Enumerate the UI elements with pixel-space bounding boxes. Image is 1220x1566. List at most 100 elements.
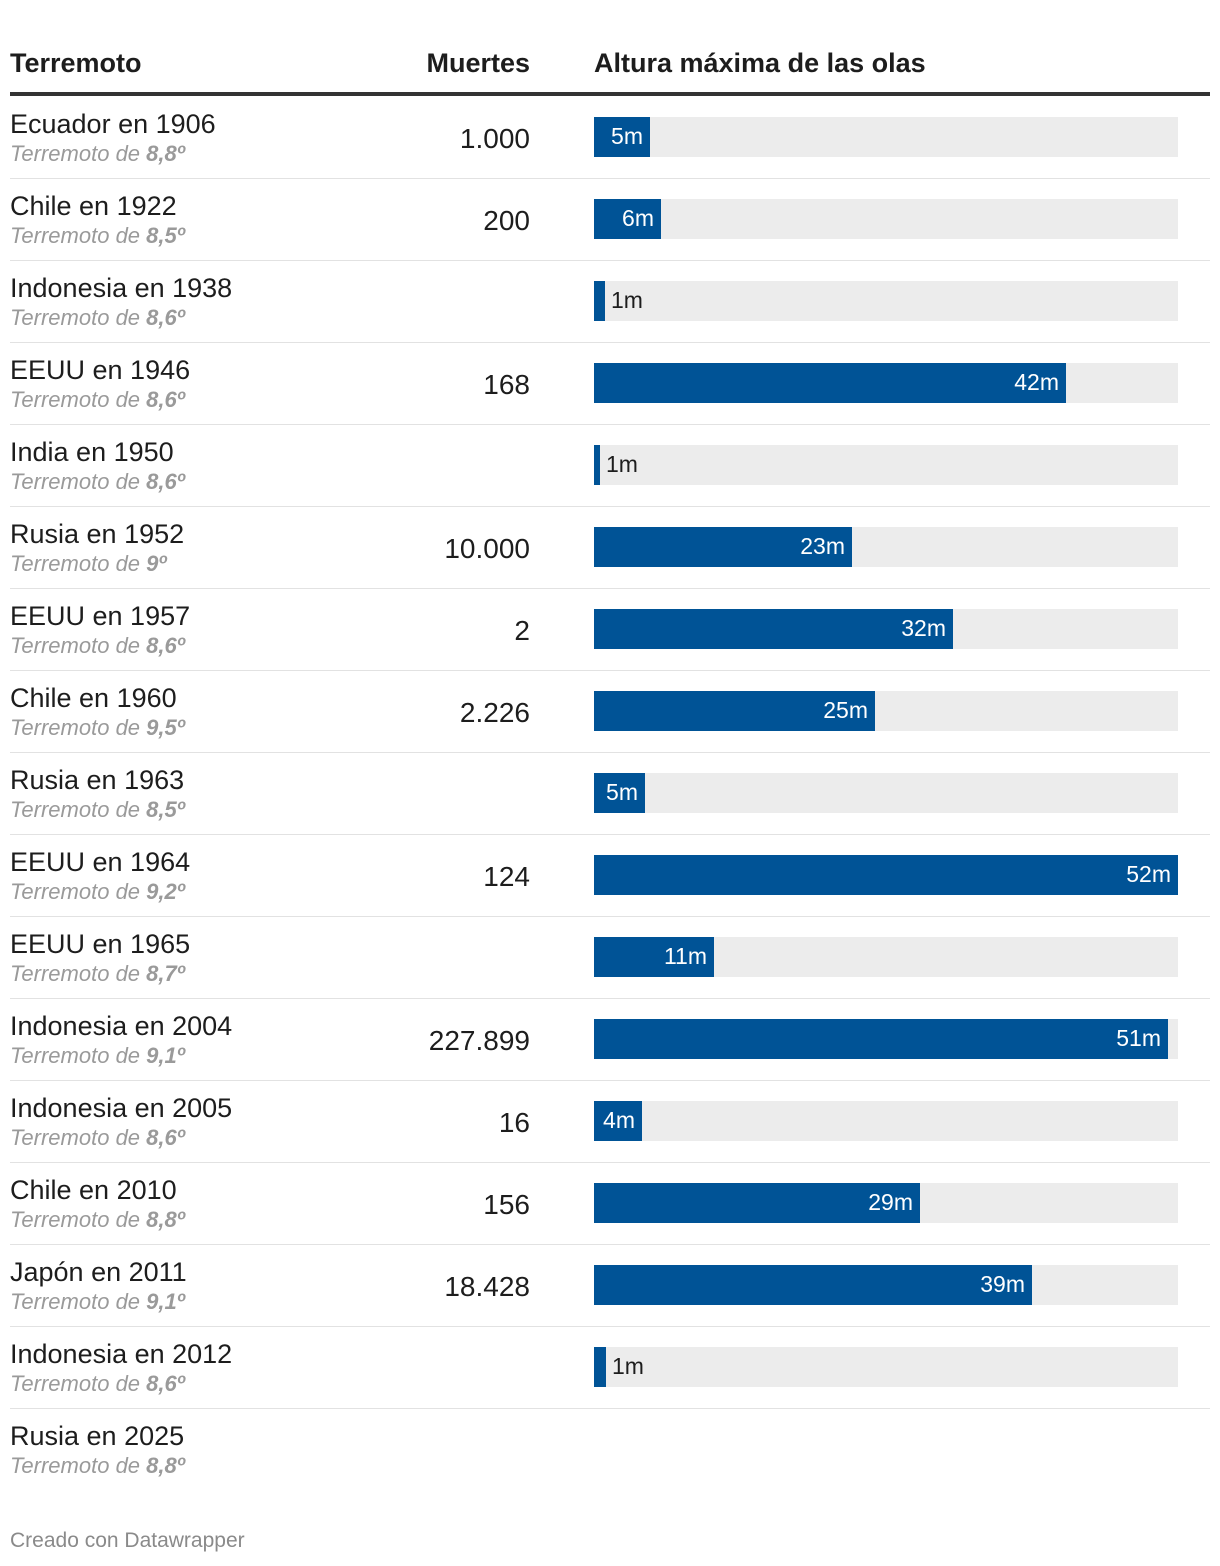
earthquake-name: Rusia en 1963 [10, 765, 185, 795]
earthquake-name: Rusia en 1952 [10, 519, 185, 549]
earthquake-magnitude: Terremoto de 9º [10, 551, 166, 577]
bar-track: 1m [594, 1347, 1178, 1387]
table-row: EEUU en 1965 Terremoto de 8,7º 11m [10, 917, 1210, 999]
deaths-value: 200 [483, 205, 530, 236]
deaths-value: 156 [483, 1189, 530, 1220]
bar-track: 52m [594, 855, 1178, 895]
earthquake-name: EEUU en 1964 [10, 847, 191, 877]
header-altura-olas[interactable]: Altura máxima de las olas [594, 48, 926, 78]
earthquake-name: Indonesia en 1938 [10, 273, 233, 303]
wave-label: 42m [1014, 369, 1059, 395]
earthquake-name: EEUU en 1965 [10, 929, 191, 959]
table-row: Ecuador en 1906 Terremoto de 8,8º 1.000 5m [10, 97, 1210, 179]
magnitude-value: 8,5º [146, 797, 185, 822]
wave-bar [594, 691, 875, 731]
wave-bar [594, 1265, 1032, 1305]
header-terremoto[interactable]: Terremoto [10, 48, 142, 78]
magnitude-value: 8,6º [146, 1125, 185, 1150]
table-row: Indonesia en 2004 Terremoto de 9,1º 227.89… [10, 999, 1210, 1081]
magnitude-value: 8,7º [146, 961, 185, 986]
magnitude-prefix: Terremoto de [10, 1043, 147, 1068]
wave-label: 4m [603, 1107, 635, 1133]
deaths-value: 124 [483, 861, 530, 892]
earthquake-magnitude: Terremoto de 9,1º [10, 1289, 185, 1315]
magnitude-value: 9,1º [146, 1043, 185, 1068]
earthquake-name: Japón en 2011 [10, 1257, 187, 1287]
bar-track: 4m [594, 1101, 1178, 1141]
earthquake-magnitude: Terremoto de 8,6º [10, 1125, 185, 1151]
table-row: Rusia en 1952 Terremoto de 9º 10.000 23m [10, 507, 1210, 589]
deaths-value: 18.428 [444, 1271, 530, 1302]
bar-track: 1m [594, 445, 1178, 485]
bar-track: 39m [594, 1265, 1178, 1305]
magnitude-value: 9º [146, 551, 167, 576]
table-row: Chile en 2010 Terremoto de 8,8º 156 29m [10, 1163, 1210, 1245]
bar-track: 6m [594, 199, 1178, 239]
wave-label: 1m [611, 287, 643, 313]
wave-bar [594, 773, 645, 813]
wave-label: 11m [663, 943, 707, 969]
table-row: Rusia en 1963 Terremoto de 8,5º 5m [10, 753, 1210, 835]
deaths-value: 2 [514, 615, 530, 646]
wave-bar [594, 937, 714, 977]
earthquake-name: EEUU en 1957 [10, 601, 191, 631]
magnitude-value: 8,6º [146, 305, 185, 330]
bar-track: 25m [594, 691, 1178, 731]
wave-label: 29m [868, 1189, 913, 1215]
deaths-value: 16 [498, 1107, 530, 1138]
bar-track: 5m [594, 773, 1178, 813]
earthquake-magnitude: Terremoto de 9,2º [10, 879, 185, 905]
magnitude-prefix: Terremoto de [10, 797, 147, 822]
table-row: Rusia en 2025 Terremoto de 8,8º [10, 1409, 1210, 1491]
earthquake-name: Indonesia en 2005 [10, 1093, 233, 1123]
magnitude-value: 9,1º [146, 1289, 185, 1314]
deaths-value: 227.899 [428, 1025, 530, 1056]
table-row: India en 1950 Terremoto de 8,6º 1m [10, 425, 1210, 507]
wave-label: 1m [612, 1353, 644, 1379]
header-muertes[interactable]: Muertes [426, 48, 530, 78]
table-header: Terremoto Muertes Altura máxima de las o… [10, 40, 1210, 96]
wave-label: 51m [1116, 1025, 1161, 1051]
earthquake-magnitude: Terremoto de 8,8º [10, 1207, 185, 1233]
wave-bar [594, 1183, 920, 1223]
magnitude-prefix: Terremoto de [10, 551, 147, 576]
table-row: EEUU en 1957 Terremoto de 8,6º 2 32m [10, 589, 1210, 671]
earthquake-magnitude: Terremoto de 8,6º [10, 305, 185, 331]
earthquake-magnitude: Terremoto de 8,6º [10, 387, 185, 413]
earthquake-name: India en 1950 [10, 437, 174, 467]
table-row: Indonesia en 2005 Terremoto de 8,6º 16 4m [10, 1081, 1210, 1163]
wave-label: 32m [901, 615, 946, 641]
magnitude-value: 9,5º [146, 715, 185, 740]
wave-label: 5m [606, 779, 638, 805]
magnitude-value: 8,6º [146, 387, 185, 412]
earthquake-name: Chile en 2010 [10, 1175, 177, 1205]
earthquake-name: Rusia en 2025 [10, 1421, 185, 1451]
wave-bar [594, 527, 852, 567]
magnitude-prefix: Terremoto de [10, 633, 147, 658]
earthquake-magnitude: Terremoto de 9,1º [10, 1043, 185, 1069]
wave-label: 25m [823, 697, 868, 723]
magnitude-value: 8,8º [146, 1207, 185, 1232]
magnitude-prefix: Terremoto de [10, 305, 147, 330]
wave-bar [594, 445, 600, 485]
magnitude-value: 8,5º [146, 223, 185, 248]
table-row: Chile en 1960 Terremoto de 9,5º 2.226 25m [10, 671, 1210, 753]
magnitude-value: 8,6º [146, 469, 185, 494]
wave-bar [594, 363, 1066, 403]
table-row: Indonesia en 1938 Terremoto de 8,6º 1m [10, 261, 1210, 343]
earthquake-name: Indonesia en 2004 [10, 1011, 233, 1041]
earthquake-magnitude: Terremoto de 8,8º [10, 1453, 185, 1479]
deaths-value: 10.000 [444, 533, 530, 564]
magnitude-prefix: Terremoto de [10, 387, 147, 412]
wave-label: 39m [980, 1271, 1025, 1297]
wave-bar [594, 281, 605, 321]
magnitude-value: 9,2º [146, 879, 185, 904]
wave-bar [594, 117, 650, 157]
wave-bar [594, 1347, 606, 1387]
magnitude-prefix: Terremoto de [10, 1207, 147, 1232]
wave-bar [594, 1019, 1168, 1059]
magnitude-prefix: Terremoto de [10, 141, 147, 166]
wave-bar [594, 855, 1178, 895]
magnitude-prefix: Terremoto de [10, 1125, 147, 1150]
wave-label: 52m [1126, 861, 1171, 887]
